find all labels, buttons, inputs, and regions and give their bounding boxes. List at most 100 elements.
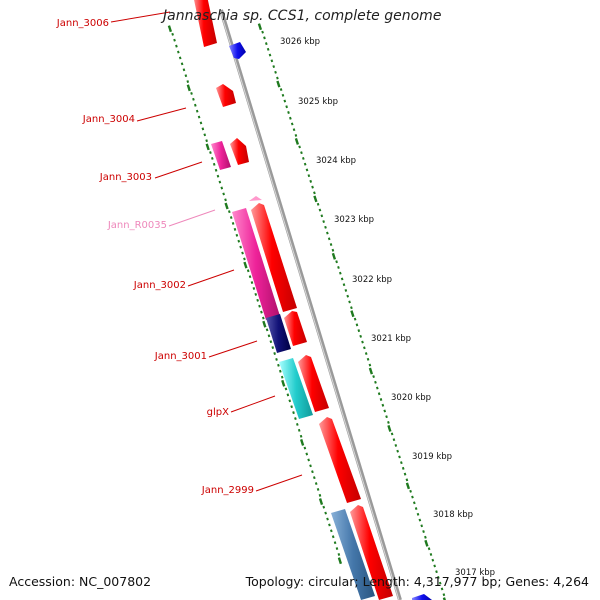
outer-minor-tick bbox=[327, 237, 331, 241]
outer-minor-tick bbox=[316, 202, 320, 206]
inner-minor-tick bbox=[295, 422, 299, 426]
inner-minor-tick bbox=[184, 74, 188, 78]
scale-label-3020: 3020 kbp bbox=[391, 393, 431, 403]
inner-minor-tick bbox=[220, 186, 224, 190]
inner-minor-tick bbox=[288, 399, 292, 403]
inner-major-tick bbox=[318, 498, 324, 505]
inner-minor-tick bbox=[261, 316, 265, 320]
outer-minor-tick bbox=[279, 88, 283, 91]
inner-minor-tick bbox=[227, 210, 231, 214]
outer-minor-tick bbox=[361, 340, 364, 344]
outer-major-tick bbox=[294, 138, 300, 145]
outer-major-tick bbox=[368, 367, 374, 375]
gene-blue-bottom-feature[interactable] bbox=[412, 594, 432, 600]
leader-jann-3004 bbox=[136, 107, 187, 122]
inner-minor-tick bbox=[322, 505, 326, 509]
outer-major-tick bbox=[276, 80, 281, 88]
gene-label-jann-2999: Jann_2999 bbox=[201, 485, 254, 496]
inner-minor-tick bbox=[246, 269, 250, 273]
inner-minor-tick bbox=[290, 405, 293, 409]
inner-minor-tick bbox=[337, 553, 341, 556]
inner-minor-tick bbox=[303, 446, 307, 450]
genome-backbone-highlight bbox=[219, 9, 400, 600]
outer-minor-tick bbox=[400, 461, 403, 465]
inner-minor-tick bbox=[331, 535, 335, 539]
leader-jann-3006 bbox=[110, 11, 171, 23]
outer-minor-tick bbox=[366, 357, 370, 361]
inner-minor-tick bbox=[326, 517, 329, 521]
inner-minor-tick bbox=[275, 357, 278, 361]
inner-minor-tick bbox=[299, 434, 303, 438]
outer-tick-row bbox=[257, 23, 446, 600]
gene-jann-3002-magenta-feature[interactable] bbox=[232, 208, 280, 320]
outer-minor-tick bbox=[394, 443, 398, 447]
inner-minor-tick bbox=[254, 292, 258, 296]
gene-label-glpx: glpX bbox=[207, 407, 229, 418]
outer-minor-tick bbox=[305, 168, 309, 172]
gene-jann-3003-magenta-feature[interactable] bbox=[211, 141, 231, 170]
outer-minor-tick bbox=[353, 317, 357, 321]
outer-minor-tick bbox=[422, 530, 425, 533]
inner-minor-tick bbox=[190, 91, 193, 95]
outer-minor-tick bbox=[329, 243, 333, 246]
inner-minor-tick bbox=[265, 328, 269, 332]
leader-jann-2999 bbox=[255, 474, 303, 492]
gene-steel-feature[interactable] bbox=[331, 509, 375, 600]
inner-minor-tick bbox=[175, 44, 178, 48]
inner-minor-tick bbox=[329, 529, 333, 533]
leader-jann-3001 bbox=[208, 340, 258, 358]
outer-minor-tick bbox=[266, 47, 270, 51]
gene-jann-3006-feature[interactable] bbox=[193, 0, 217, 47]
gene-jann-2999-feature[interactable] bbox=[319, 417, 361, 503]
inner-minor-tick bbox=[258, 304, 261, 308]
inner-minor-tick bbox=[201, 127, 205, 131]
gene-blue-top-feature[interactable] bbox=[229, 42, 246, 59]
gene-jann-3001-navy-feature[interactable] bbox=[266, 314, 291, 353]
gene-jann-3004-feature[interactable] bbox=[216, 84, 236, 107]
outer-minor-tick bbox=[313, 191, 316, 195]
outer-minor-tick bbox=[387, 421, 390, 424]
outer-minor-tick bbox=[377, 392, 381, 396]
gene-jann-3001-feature[interactable] bbox=[284, 311, 307, 346]
inner-minor-tick bbox=[235, 233, 239, 237]
outer-minor-tick bbox=[363, 346, 366, 350]
inner-minor-tick bbox=[297, 428, 301, 432]
outer-minor-tick bbox=[272, 65, 276, 69]
outer-minor-tick bbox=[290, 122, 294, 126]
scale-label-3022: 3022 kbp bbox=[352, 275, 392, 285]
gene-red-bottom-feature[interactable] bbox=[350, 505, 393, 600]
outer-minor-tick bbox=[385, 415, 388, 419]
outer-minor-tick bbox=[340, 277, 344, 281]
gene-label-jann-3001: Jann_3001 bbox=[154, 351, 207, 362]
outer-minor-tick bbox=[281, 93, 285, 97]
inner-minor-tick bbox=[224, 198, 227, 202]
outer-minor-tick bbox=[337, 266, 340, 269]
inner-minor-tick bbox=[239, 245, 242, 249]
gene-jann-3003-feature[interactable] bbox=[230, 138, 249, 165]
inner-minor-tick bbox=[180, 62, 184, 66]
inner-minor-tick bbox=[316, 488, 320, 491]
outer-major-tick bbox=[331, 252, 337, 260]
gene-glpx-feature[interactable] bbox=[298, 355, 329, 412]
rna-jann-r0035-feature[interactable] bbox=[249, 196, 262, 201]
leader-jann-3003 bbox=[154, 161, 203, 179]
outer-minor-tick bbox=[442, 593, 446, 597]
inner-minor-tick bbox=[305, 452, 309, 456]
outer-minor-tick bbox=[274, 70, 277, 74]
inner-minor-tick bbox=[333, 541, 337, 545]
gene-glpx-cyan-feature[interactable] bbox=[279, 358, 313, 419]
outer-minor-tick bbox=[390, 432, 394, 436]
outer-major-tick bbox=[350, 310, 355, 318]
inner-minor-tick bbox=[229, 216, 233, 219]
inner-minor-tick bbox=[252, 287, 256, 290]
outer-minor-tick bbox=[427, 547, 431, 551]
inner-minor-tick bbox=[210, 156, 214, 160]
outer-minor-tick bbox=[414, 507, 418, 511]
topology-text: Topology: circular; Length: 4,317,977 bp… bbox=[245, 574, 589, 589]
inner-minor-tick bbox=[278, 369, 282, 373]
outer-minor-tick bbox=[405, 478, 409, 482]
outer-minor-tick bbox=[438, 581, 442, 585]
gene-jann-3002-feature[interactable] bbox=[251, 203, 297, 312]
outer-minor-tick bbox=[357, 329, 361, 333]
outer-minor-tick bbox=[429, 553, 433, 556]
